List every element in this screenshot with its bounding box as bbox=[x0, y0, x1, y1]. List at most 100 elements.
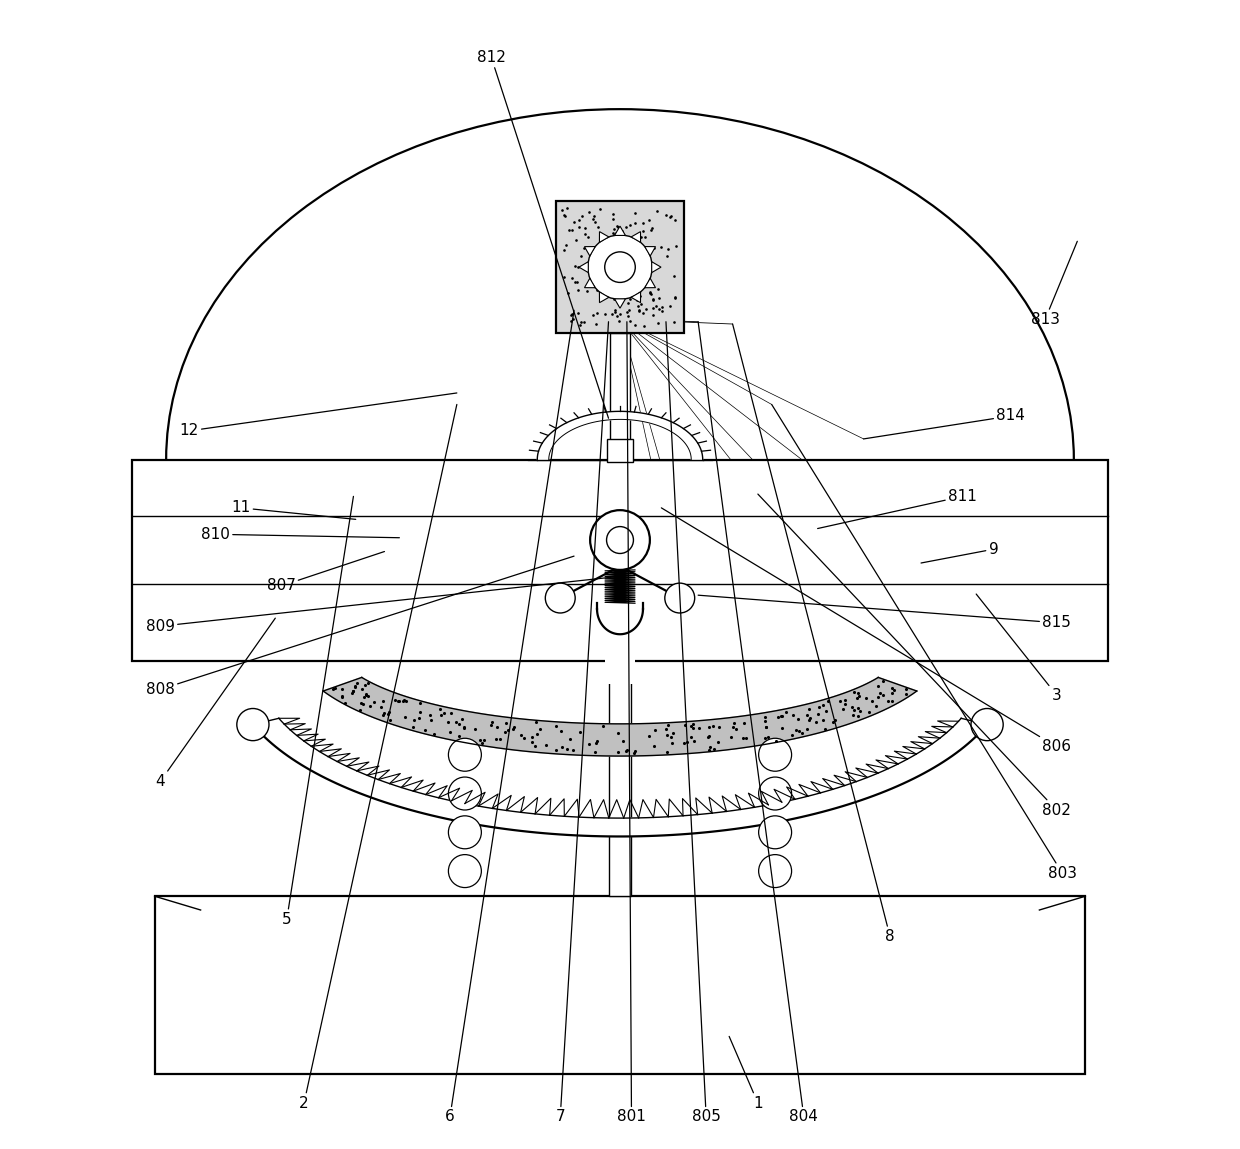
Point bbox=[449, 727, 469, 746]
Point bbox=[588, 218, 608, 237]
Point bbox=[641, 222, 661, 240]
Text: 3: 3 bbox=[976, 594, 1061, 703]
Point bbox=[565, 257, 585, 276]
Point bbox=[599, 268, 619, 286]
Point bbox=[439, 714, 459, 732]
Point bbox=[625, 743, 645, 762]
Point bbox=[870, 684, 890, 702]
Circle shape bbox=[449, 777, 481, 810]
Point bbox=[723, 718, 743, 737]
Point bbox=[605, 224, 625, 242]
Text: 814: 814 bbox=[863, 408, 1025, 439]
Point bbox=[378, 705, 398, 724]
Point bbox=[536, 737, 556, 755]
Point bbox=[644, 306, 663, 324]
Circle shape bbox=[605, 252, 635, 283]
Point bbox=[614, 732, 634, 750]
Point bbox=[374, 703, 394, 722]
Text: 809: 809 bbox=[146, 577, 615, 634]
Point bbox=[352, 680, 372, 699]
Point bbox=[773, 708, 792, 726]
Bar bbox=[608, 439, 632, 462]
Point bbox=[833, 700, 853, 718]
Point bbox=[636, 262, 656, 280]
Point bbox=[863, 692, 883, 710]
Polygon shape bbox=[324, 678, 916, 756]
Point bbox=[606, 248, 626, 267]
Point bbox=[587, 734, 606, 753]
Point bbox=[343, 681, 363, 700]
Text: 806: 806 bbox=[661, 508, 1071, 755]
Bar bbox=[131, 460, 1109, 661]
Point bbox=[727, 720, 746, 739]
Text: 7: 7 bbox=[556, 322, 609, 1125]
Point bbox=[660, 296, 680, 315]
Point bbox=[557, 740, 577, 758]
Text: 2: 2 bbox=[299, 404, 456, 1111]
Point bbox=[657, 247, 677, 265]
Point bbox=[554, 268, 574, 286]
Point bbox=[568, 280, 588, 299]
Text: 807: 807 bbox=[267, 552, 384, 594]
Point bbox=[665, 210, 684, 229]
Point bbox=[627, 298, 647, 316]
Point bbox=[724, 714, 744, 732]
Point bbox=[835, 695, 854, 714]
Point bbox=[559, 221, 579, 239]
Text: 5: 5 bbox=[281, 496, 353, 927]
Point bbox=[897, 679, 916, 697]
Point bbox=[634, 303, 653, 322]
Bar bbox=[556, 201, 684, 333]
Point bbox=[699, 741, 719, 759]
Point bbox=[394, 708, 414, 726]
Point bbox=[593, 717, 613, 735]
Point bbox=[631, 228, 651, 246]
Point bbox=[786, 720, 806, 739]
Point bbox=[486, 730, 506, 748]
Text: 803: 803 bbox=[771, 404, 1076, 881]
Point bbox=[554, 241, 574, 260]
Point bbox=[557, 237, 577, 255]
Point bbox=[351, 701, 371, 719]
Point bbox=[482, 712, 502, 731]
Point bbox=[608, 742, 627, 761]
Point bbox=[361, 697, 381, 716]
Point bbox=[551, 722, 570, 740]
Point bbox=[583, 263, 603, 282]
Point bbox=[652, 301, 672, 319]
Circle shape bbox=[971, 709, 1003, 741]
Point bbox=[343, 683, 363, 701]
Point bbox=[756, 717, 776, 735]
Point bbox=[596, 246, 616, 264]
Point bbox=[590, 256, 610, 275]
Point bbox=[608, 724, 627, 742]
Point bbox=[465, 719, 485, 738]
Point bbox=[381, 711, 401, 730]
Point bbox=[432, 705, 451, 724]
Point bbox=[336, 694, 356, 712]
Point bbox=[856, 688, 875, 707]
Point bbox=[618, 237, 637, 255]
Point bbox=[393, 692, 413, 710]
Point bbox=[682, 717, 702, 735]
Point bbox=[487, 717, 507, 735]
Point bbox=[647, 202, 667, 221]
Polygon shape bbox=[631, 292, 641, 302]
Point bbox=[373, 705, 393, 724]
Point bbox=[606, 225, 626, 244]
Point bbox=[644, 257, 663, 276]
Point bbox=[604, 219, 624, 238]
Point bbox=[867, 696, 887, 715]
Point bbox=[657, 742, 677, 761]
Point bbox=[569, 218, 589, 237]
Point bbox=[842, 697, 862, 716]
Point bbox=[630, 234, 650, 253]
Point bbox=[410, 694, 430, 712]
Point bbox=[703, 717, 723, 735]
Point bbox=[562, 306, 582, 324]
Point bbox=[579, 203, 599, 222]
Point bbox=[884, 680, 904, 699]
Point bbox=[470, 731, 490, 749]
Point bbox=[708, 733, 728, 751]
Text: 12: 12 bbox=[180, 393, 456, 439]
